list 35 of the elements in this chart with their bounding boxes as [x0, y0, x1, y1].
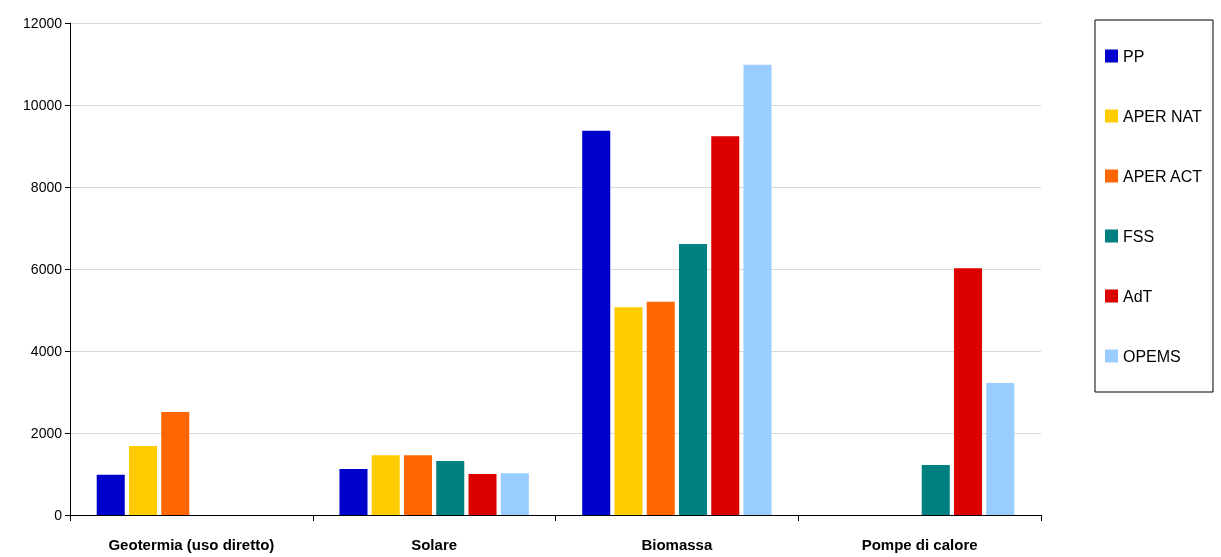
bar: [500, 473, 529, 515]
bar: [986, 382, 1015, 515]
bar: [436, 460, 465, 515]
y-tick-label: 2000: [30, 425, 63, 441]
y-tick-label: 8000: [30, 179, 63, 195]
legend-label: FSS: [1122, 227, 1155, 245]
bar: [953, 268, 983, 515]
legend-label: APER NAT: [1122, 107, 1203, 125]
y-tick-label: 12000: [23, 15, 63, 31]
x-tick-label: Pompe di calore: [861, 536, 978, 553]
bar: [614, 307, 643, 515]
bar: [743, 64, 772, 515]
legend-label: APER ACT: [1122, 167, 1203, 185]
legend-label: OPEMS: [1122, 347, 1181, 365]
bar: [96, 474, 125, 515]
x-tick-label: Geotermia (uso diretto): [108, 536, 275, 553]
y-tick-label: 4000: [30, 343, 63, 359]
bar: [403, 455, 433, 515]
bar: [371, 455, 400, 515]
bar: [921, 464, 950, 515]
bar: [128, 446, 158, 515]
bar: [161, 412, 190, 515]
y-tick-label: 10000: [23, 97, 63, 113]
bar: [711, 136, 740, 515]
y-tick-label: 6000: [30, 261, 63, 277]
bar: [678, 243, 708, 515]
bar: [468, 474, 497, 515]
bar: [646, 301, 675, 515]
bar: [339, 469, 368, 515]
x-tick-label: Solare: [411, 536, 458, 553]
bar: [582, 130, 611, 515]
legend-label: AdT: [1122, 287, 1153, 305]
y-tick-label: 0: [54, 507, 63, 523]
legend-label: PP: [1122, 47, 1145, 65]
x-tick-label: Biomassa: [641, 536, 713, 553]
